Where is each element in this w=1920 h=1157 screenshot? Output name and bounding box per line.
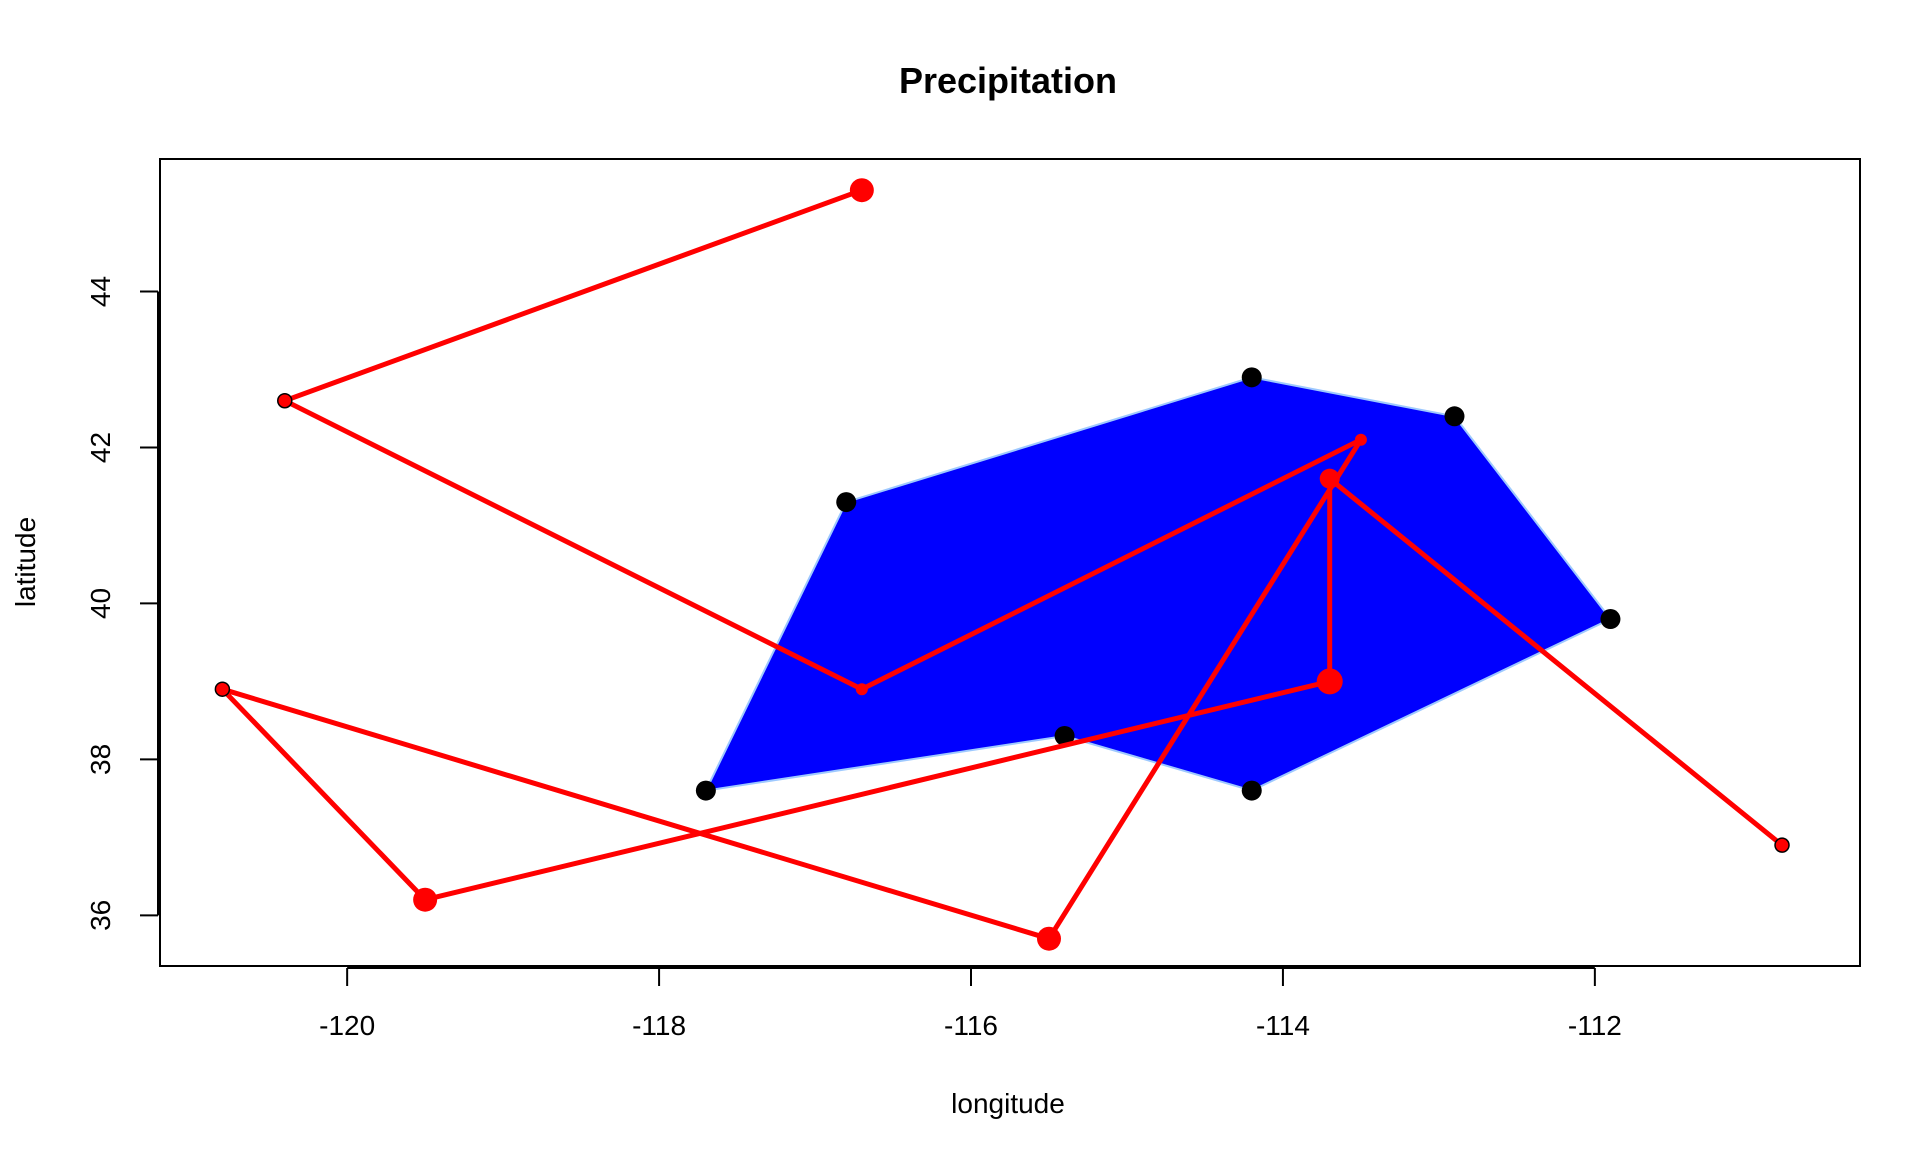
x-axis-label: longitude (951, 1088, 1065, 1119)
series-point-8 (1316, 668, 1343, 695)
series-point-2 (277, 392, 293, 409)
series-point-3 (855, 683, 868, 696)
station-point-7 (1054, 725, 1075, 746)
y-tick-label: 40 (85, 588, 116, 619)
x-tick-label: -116 (944, 1010, 998, 1041)
series-point-1 (849, 178, 874, 203)
series-point-7 (413, 887, 438, 912)
station-point-1 (695, 780, 716, 801)
y-tick-label: 44 (85, 276, 116, 307)
series-point-5 (1036, 926, 1061, 951)
station-point-6 (1241, 780, 1262, 801)
series-point-4 (1354, 433, 1367, 446)
chart-title: Precipitation (899, 60, 1117, 101)
series-point-9 (1319, 468, 1340, 489)
series-point-10 (1774, 837, 1790, 853)
station-point-4 (1444, 406, 1465, 427)
y-axis-label: latitude (10, 517, 41, 607)
station-point-2 (836, 492, 857, 513)
plot-area: -120 -118 -116 -114 -112 36 38 40 42 44 (85, 158, 1861, 1041)
region-polygon (704, 376, 1613, 792)
y-tick-label: 38 (85, 744, 116, 775)
x-tick-label: -118 (632, 1010, 686, 1041)
series-point-6 (214, 681, 231, 697)
station-point-5 (1600, 609, 1621, 630)
x-tick-label: -114 (1256, 1010, 1310, 1041)
x-tick-label: -120 (319, 1010, 375, 1041)
x-tick-label: -112 (1568, 1010, 1622, 1041)
station-point-3 (1241, 367, 1262, 388)
y-tick-label: 36 (85, 900, 116, 931)
plot-frame (159, 158, 1861, 967)
y-tick-label: 42 (85, 432, 116, 463)
series-line-1 (219, 187, 1784, 942)
